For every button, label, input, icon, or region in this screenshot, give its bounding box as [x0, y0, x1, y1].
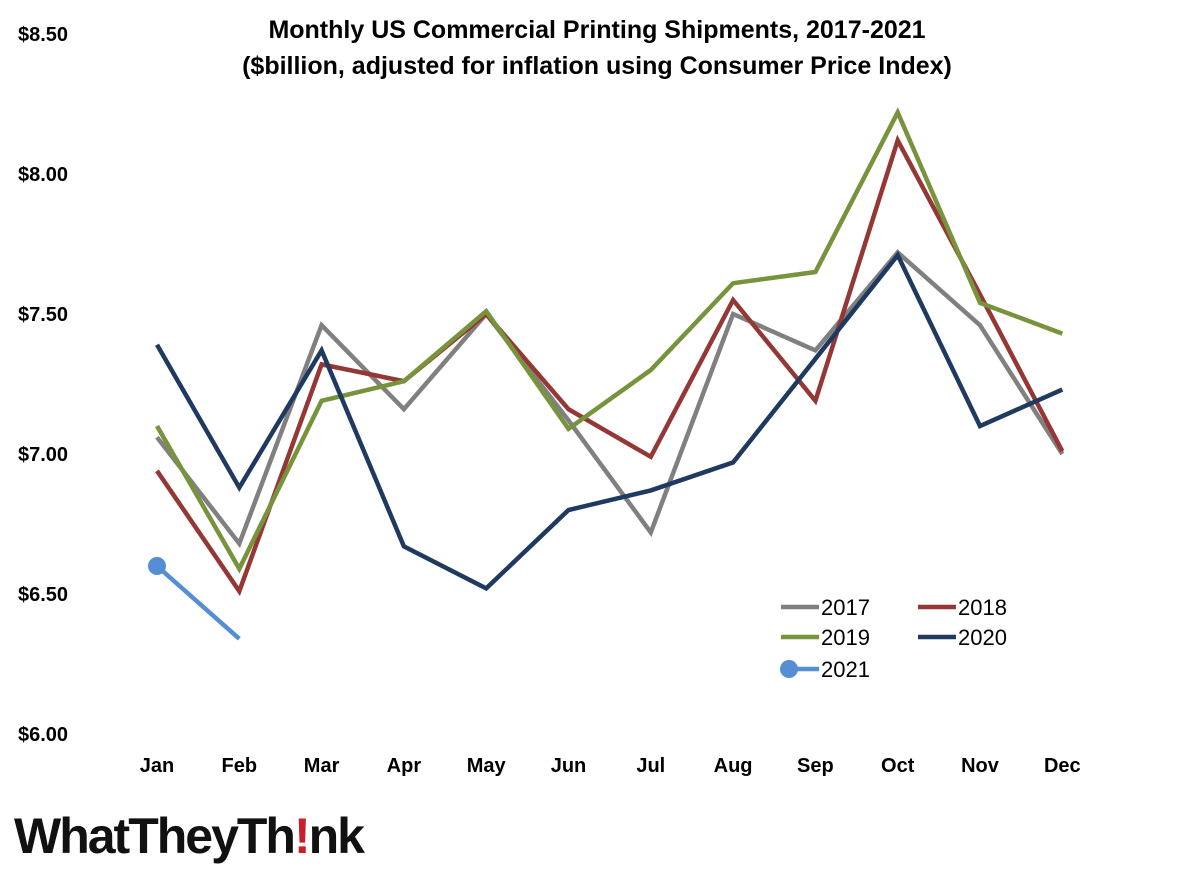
series-line-2019	[155, 107, 1064, 574]
series-marker-2021	[148, 557, 166, 575]
x-tick-label: Apr	[387, 755, 422, 777]
y-tick-label: $8.50	[18, 24, 68, 46]
x-tick-label: Jan	[140, 755, 174, 777]
x-tick-label: Nov	[961, 755, 1000, 777]
x-tick-label: Mar	[304, 755, 340, 777]
legend-label-2020: 2020	[958, 625, 1007, 650]
legend-label-2018: 2018	[958, 595, 1007, 620]
x-tick-label: Jul	[636, 755, 665, 777]
x-tick-label: Jun	[551, 755, 587, 777]
y-tick-label: $7.50	[18, 304, 68, 326]
logo-exclamation: !	[293, 808, 311, 864]
logo-text-part1: WhatTheyTh	[14, 808, 296, 864]
x-tick-label: May	[467, 755, 507, 777]
x-tick-label: Aug	[714, 755, 753, 777]
series-line-2018	[155, 134, 1065, 597]
legend: 2017 2018 2019 2020 2021	[780, 595, 1007, 682]
series-line-2021	[155, 564, 241, 641]
series-line-2017	[155, 249, 1065, 549]
legend-label-2019: 2019	[821, 625, 870, 650]
y-tick-label: $7.00	[18, 444, 68, 466]
chart-title: Monthly US Commercial Printing Shipments…	[268, 16, 925, 44]
x-tick-label: Oct	[881, 755, 915, 777]
x-axis-tick-labels: Jan Feb Mar Apr May Jun Jul Aug Sep Oct Nov Dec	[140, 755, 1081, 777]
legend-label-2021: 2021	[821, 657, 870, 682]
legend-marker-2021	[780, 660, 798, 678]
logo-text-part2: nk	[308, 808, 365, 864]
y-tick-label: $6.00	[18, 724, 68, 746]
whattheythink-logo: WhatTheyTh!nk	[14, 806, 365, 866]
chart-subtitle: ($billion, adjusted for inflation using …	[242, 52, 952, 80]
x-tick-label: Dec	[1044, 755, 1081, 777]
x-tick-label: Feb	[222, 755, 258, 777]
y-tick-label: $8.00	[18, 164, 68, 186]
y-tick-label: $6.50	[18, 584, 68, 606]
y-axis-tick-labels: $6.00 $6.50 $7.00 $7.50 $8.00 $8.50	[18, 24, 68, 746]
legend-label-2017: 2017	[821, 595, 870, 620]
series-line-2020	[155, 250, 1064, 592]
series-lines	[148, 107, 1065, 641]
x-tick-label: Sep	[797, 755, 834, 777]
